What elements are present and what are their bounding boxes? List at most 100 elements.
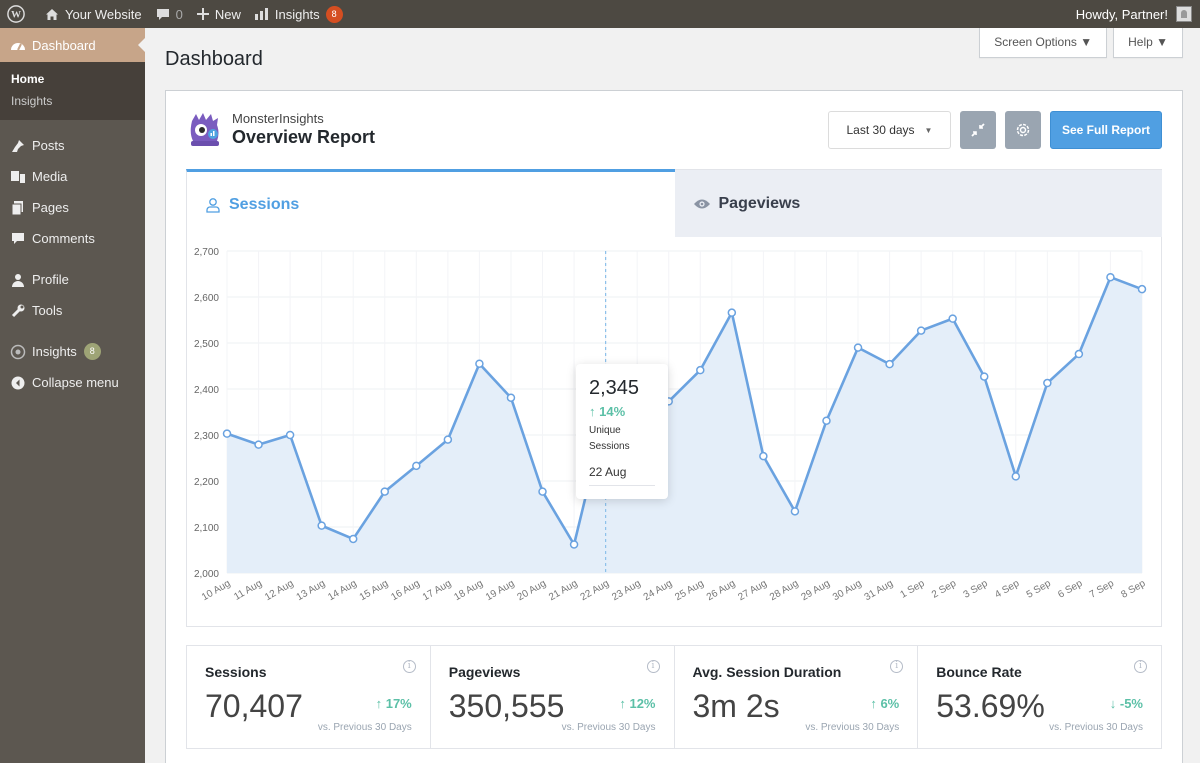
y-tick-label: 2,000 [194,569,219,580]
date-range-select[interactable]: Last 30 days ▼ [827,111,951,149]
stat-value: 53.69% [936,688,1045,724]
sidebar-item-pages[interactable]: Pages [0,192,145,223]
info-icon[interactable]: i [402,660,416,673]
stat-compare: vs. Previous 30 Days [561,722,656,733]
tab-sessions[interactable]: Sessions [186,169,675,237]
info-icon[interactable]: i [890,660,904,673]
sidebar-item-label: Collapse menu [32,375,119,390]
tab-pageviews[interactable]: Pageviews [674,169,1162,237]
chevron-down-icon: ▼ [924,125,933,135]
data-point [569,540,579,549]
x-tick-label: 3 Sep [962,578,991,601]
data-point [348,534,358,544]
data-point [1011,472,1021,481]
see-full-report-button[interactable]: See Full Report [1049,111,1162,149]
data-point [380,487,390,496]
x-tick-label: 31 Aug [863,578,895,603]
howdy-text: Howdy, Partner! [1075,6,1168,22]
eye-icon [693,199,710,208]
x-tick-label: 24 Aug [642,578,674,603]
submenu-insights[interactable]: Insights [11,94,53,108]
sidebar-item-tools[interactable]: Tools [0,295,145,326]
home-icon [46,8,58,20]
x-tick-label: 22 Aug [579,578,611,603]
x-tick-label: 15 Aug [358,578,390,603]
data-point [222,429,232,438]
data-point [1074,349,1084,359]
data-point [948,314,957,323]
arrow-up-icon: ↑ [375,696,383,711]
overview-report-widget: MonsterInsights Overview Report Last 30 … [165,90,1183,763]
stat-avg-session-duration: Avg. Session Duration i 3m 2s ↑ 6% vs. P… [675,646,919,748]
x-tick-label: 29 Aug [800,578,832,603]
stat-change-value: 6% [880,696,900,711]
stat-value: 350,555 [448,688,565,724]
report-brand: MonsterInsights [232,111,324,126]
chart-tooltip: 2,345 ↑ 14% Unique Sessions 22 Aug [576,364,668,499]
sidebar-item-insights[interactable]: Insights 8 [0,336,145,367]
screen-options-button[interactable]: Screen Options ▼ [979,28,1108,58]
submenu-home[interactable]: Home [11,72,45,86]
insights-icon [10,344,26,360]
new-content-link[interactable]: New [190,0,248,28]
sidebar-item-label: Insights [32,344,77,359]
insights-link[interactable]: Insights 8 [248,0,350,28]
arrow-down-icon: ↓ [1109,696,1117,711]
y-tick-label: 2,400 [194,385,219,396]
collapse-report-button[interactable] [959,111,996,149]
sidebar-item-posts[interactable]: Posts [0,130,145,161]
stat-change: ↑ 12% [619,696,655,711]
data-point [790,507,800,516]
x-tick-label: 18 Aug [452,578,484,603]
sidebar-item-label: Comments [32,231,95,246]
arrow-up-icon: ↑ [870,696,877,711]
data-point [443,435,453,444]
comments-count: 0 [175,6,183,22]
tab-pageviews-label: Pageviews [718,194,801,212]
data-point [822,416,831,425]
stat-compare: vs. Previous 30 Days [805,722,900,733]
tab-sessions-label: Sessions [229,195,300,213]
dashboard-submenu: Home Insights [0,62,145,120]
sidebar-item-media[interactable]: Media [0,161,145,192]
collapse-menu-button[interactable]: Collapse menu [0,367,145,398]
tooltip-value: 2,345 [589,377,640,399]
tooltip-label: Unique Sessions [589,425,630,452]
report-controls: Last 30 days ▼ See Full Report [827,111,1162,149]
data-point [1043,378,1052,388]
sidebar-item-label: Profile [32,272,69,287]
account-menu[interactable]: Howdy, Partner! [1076,6,1200,22]
stat-sessions: Sessions i 70,407 ↑ 17% vs. Previous 30 … [187,646,431,748]
y-tick-label: 2,100 [194,523,219,534]
data-point [759,451,768,461]
y-tick-label: 2,200 [194,477,219,488]
series-area [227,277,1142,573]
site-name-link[interactable]: Your Website [38,0,149,28]
info-icon[interactable]: i [646,660,660,673]
sidebar-item-comments[interactable]: Comments [0,223,145,254]
x-tick-label: 20 Aug [516,578,548,603]
comments-link[interactable]: 0 [149,0,190,28]
user-icon [206,197,220,213]
gear-icon [1016,123,1030,137]
sidebar-item-profile[interactable]: Profile [0,264,145,295]
x-tick-label: 4 Sep [993,578,1022,601]
wordpress-logo-icon[interactable]: W [0,0,38,28]
y-tick-label: 2,700 [194,247,219,258]
help-button[interactable]: Help ▼ [1113,28,1183,58]
x-tick-label: 1 Sep [898,578,927,601]
data-point [254,440,263,449]
report-title: Overview Report [232,127,376,147]
arrow-up-icon: ↑ [589,404,596,419]
insights-count-badge: 8 [83,343,101,360]
report-settings-button[interactable] [1004,111,1041,149]
x-tick-label: 7 Sep [1088,578,1117,601]
svg-text:W: W [11,10,21,21]
sidebar-item-dashboard[interactable]: Dashboard [0,28,146,62]
page-title: Dashboard [165,48,263,70]
data-point [475,359,484,368]
series-line [226,275,1143,546]
stat-bounce-rate: Bounce Rate i 53.69% ↓ -5% vs. Previous … [918,646,1161,748]
info-icon[interactable]: i [1134,660,1147,673]
data-point [916,326,926,335]
